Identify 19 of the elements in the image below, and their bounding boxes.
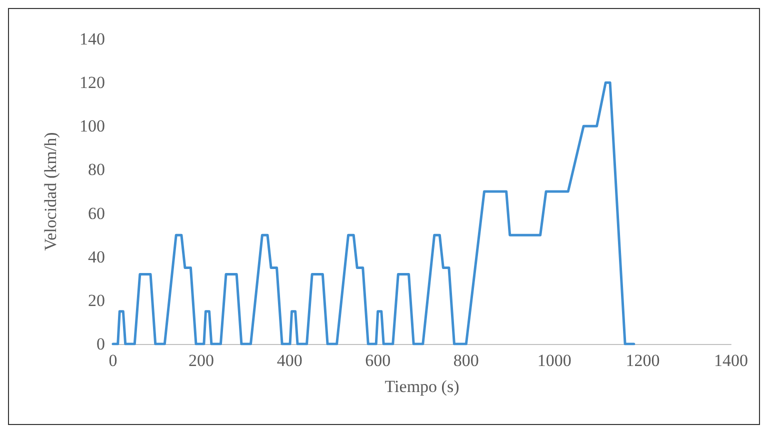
x-tick-label: 0 — [108, 351, 118, 370]
line-series — [112, 81, 636, 346]
x-tick-label: 600 — [365, 351, 391, 370]
x-tick-label: 400 — [276, 351, 302, 370]
y-tick-label: 20 — [88, 290, 105, 310]
x-tick-label: 800 — [453, 351, 479, 370]
x-tick-label: 1200 — [626, 351, 660, 370]
y-tick-label: 60 — [88, 204, 105, 223]
x-axis-title: Tiempo (s) — [384, 377, 460, 396]
x-tick-label: 200 — [188, 351, 214, 370]
y-tick-label: 40 — [88, 247, 105, 266]
y-tick-label: 140 — [80, 30, 105, 48]
x-tick-label: 1400 — [714, 351, 748, 370]
y-tick-label: 100 — [80, 116, 105, 136]
y-axis-title: Velocidad (km/h) — [41, 132, 60, 251]
y-tick-label: 80 — [88, 160, 105, 180]
y-tick-label: 0 — [96, 334, 105, 354]
x-tick-label: 1000 — [537, 351, 572, 370]
y-tick-label: 120 — [80, 73, 105, 92]
